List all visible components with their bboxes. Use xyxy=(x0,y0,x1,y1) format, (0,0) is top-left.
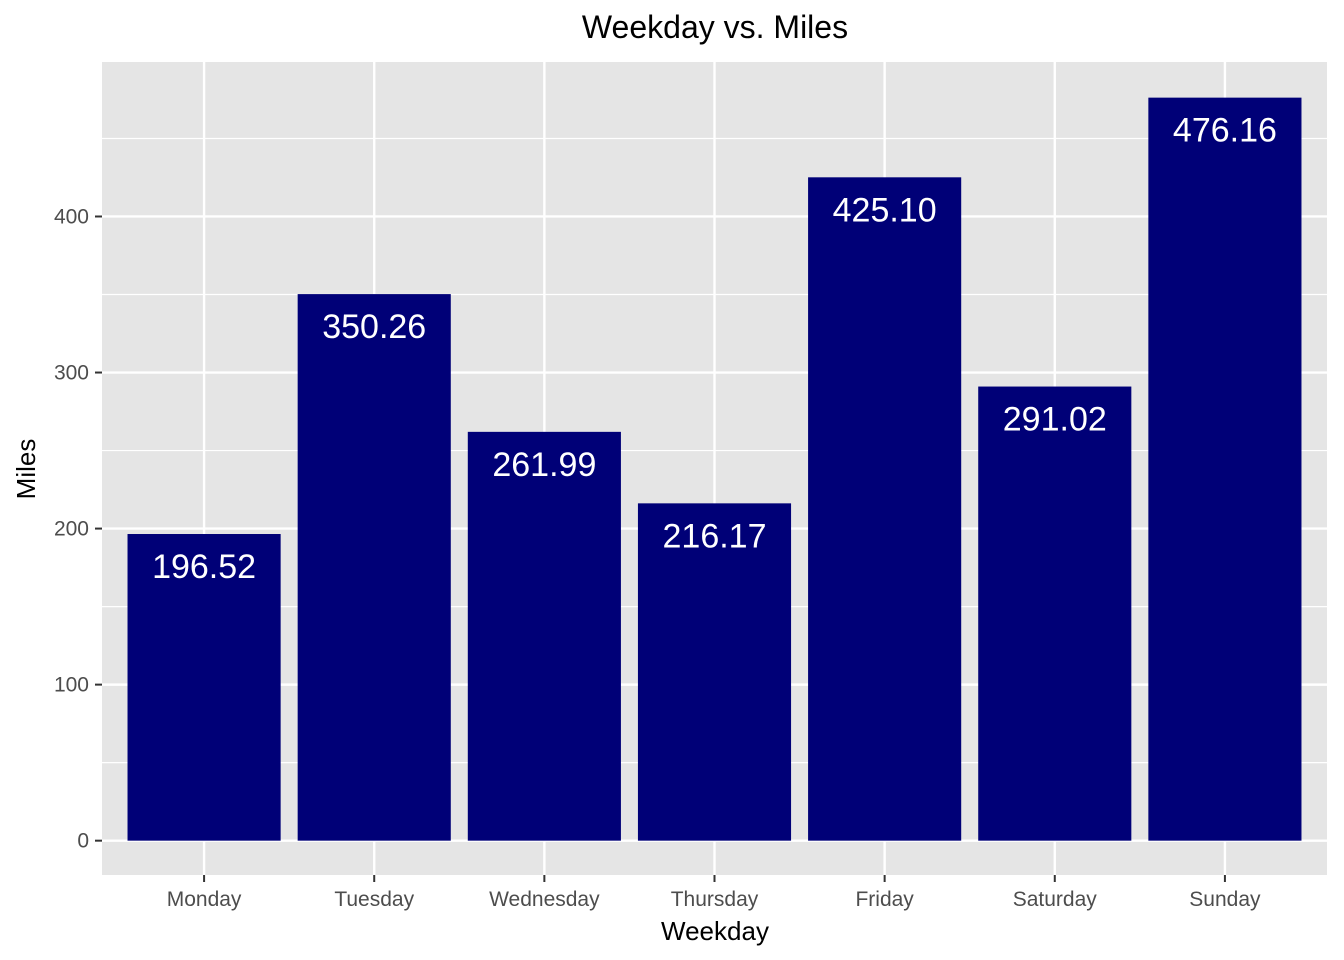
bar-saturday xyxy=(978,386,1132,841)
bar-value-label: 261.99 xyxy=(492,446,596,484)
y-axis-title: Miles xyxy=(11,439,41,500)
bar-value-label: 425.10 xyxy=(833,191,937,229)
x-tick-label: Monday xyxy=(167,888,242,911)
bar-value-label: 196.52 xyxy=(152,548,256,586)
bars xyxy=(127,97,1302,841)
bar-sunday xyxy=(1148,97,1302,841)
chart-title: Weekday vs. Miles xyxy=(582,9,848,45)
x-tick-label: Saturday xyxy=(1013,888,1098,911)
x-tick-label: Sunday xyxy=(1189,888,1261,911)
bar-thursday xyxy=(637,503,792,841)
bar-value-label: 476.16 xyxy=(1173,112,1277,150)
bar-value-labels: 196.52 350.26 261.99 216.17 425.10 291.02 476.… xyxy=(152,112,1277,586)
y-tick-label: 0 xyxy=(77,830,89,853)
y-tick-label: 200 xyxy=(54,518,89,541)
x-axis-title: Weekday xyxy=(661,916,769,946)
y-tick-label: 100 xyxy=(54,674,89,697)
y-tick-label: 300 xyxy=(54,362,89,385)
bar-value-label: 216.17 xyxy=(663,517,767,555)
x-tick-label: Tuesday xyxy=(334,888,414,911)
bar-value-label: 350.26 xyxy=(322,308,426,346)
bar-tuesday xyxy=(297,294,451,841)
x-tick-label: Wednesday xyxy=(489,888,600,911)
bar-wednesday xyxy=(467,431,621,841)
x-tick-label: Thursday xyxy=(671,888,759,911)
bar-value-label: 291.02 xyxy=(1003,401,1107,439)
bar-friday xyxy=(808,177,962,841)
x-axis: Monday Tuesday Wednesday Thursday Friday Satu… xyxy=(167,875,1261,911)
bar-monday xyxy=(127,534,281,841)
x-tick-label: Friday xyxy=(855,888,914,911)
y-tick-label: 400 xyxy=(54,205,89,228)
y-axis: 0 100 200 300 400 xyxy=(54,205,102,853)
